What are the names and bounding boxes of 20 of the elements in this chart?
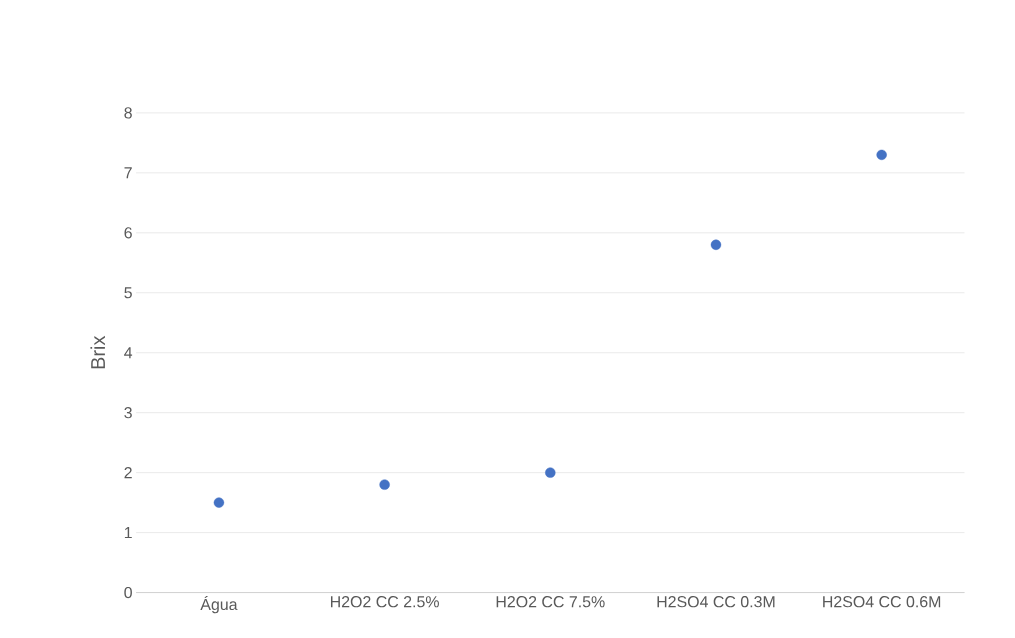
x-tick-label: Água [200, 596, 238, 614]
point [710, 239, 722, 251]
x-tick-label: H2O2 CC 2.5% [330, 596, 439, 608]
y-tick-label: 8 [124, 107, 132, 119]
point [379, 479, 390, 490]
y-tick-label: 2 [124, 467, 132, 479]
x-tick-label: H2O2 CC 7.5% [496, 596, 605, 608]
point [545, 467, 556, 478]
x-tick-label: H2SO4 CC 0.3M [657, 596, 775, 608]
y-axis-title: Brix [90, 335, 105, 369]
point [213, 497, 225, 508]
y-tick-label: 7 [124, 167, 132, 179]
point [876, 149, 887, 161]
y-tick-label: 3 [124, 407, 132, 419]
y-tick-label: 1 [124, 527, 132, 539]
y-tick-label: 4 [124, 347, 133, 359]
y-tick-label: 5 [124, 287, 132, 299]
y-tick-label: 6 [124, 227, 132, 239]
x-tick-label: H2SO4 CC 0.6M [823, 596, 941, 608]
y-tick-label: 0 [124, 586, 132, 599]
